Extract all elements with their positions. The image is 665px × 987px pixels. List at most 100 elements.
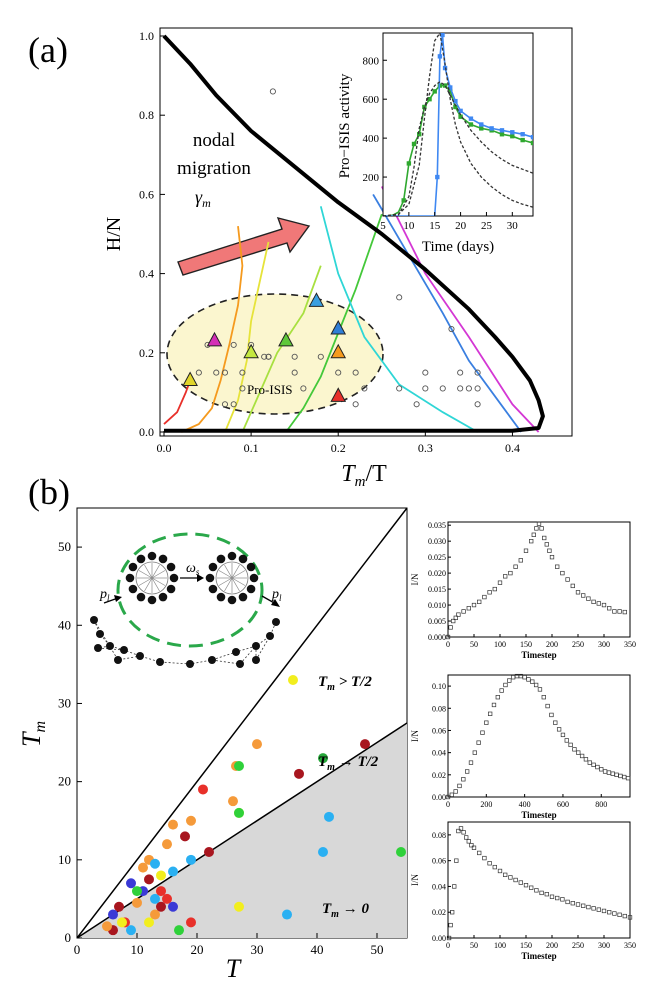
small-point (587, 760, 592, 765)
pl-label-left: pl (99, 587, 110, 603)
small-y-label: I/N (410, 730, 420, 742)
small-point (607, 606, 612, 611)
small-y-tick-label: 0.000 (428, 633, 446, 642)
data-circle (439, 385, 446, 392)
data-circle (457, 385, 464, 392)
hub-outer-node (216, 592, 226, 602)
triangle-marker (182, 371, 198, 387)
region-mid-label: Tm → T/2 (318, 754, 379, 773)
small-point (617, 609, 622, 614)
hub-outer-node (147, 551, 157, 561)
inset-point (432, 89, 437, 94)
data-circle (335, 369, 342, 376)
triangle-marker (308, 292, 325, 307)
small-point (469, 843, 474, 848)
small-x-tick-label: 350 (624, 941, 636, 950)
pl-arrowhead-left (114, 595, 122, 602)
scatter-point (102, 921, 112, 932)
x-tick-label: 0.4 (505, 441, 520, 455)
panel-b-label: (b) (28, 472, 70, 512)
chain-node (96, 630, 104, 638)
small-x-label: Timestep (521, 810, 556, 820)
small-point (539, 526, 544, 531)
small-point (549, 554, 555, 560)
pl-label-right: pl (271, 587, 282, 603)
small-point (544, 542, 549, 547)
scatter-point (180, 831, 190, 842)
hub-outer-node (125, 573, 135, 583)
chain-node (156, 658, 164, 666)
small-point (499, 688, 504, 693)
small-x-tick-label: 400 (519, 800, 531, 809)
panel-b-lines (77, 508, 407, 938)
chain-link (93, 619, 271, 665)
inset-ticks: 5 10 15 20 25 30 200 400 600 800 (363, 55, 519, 232)
small-point (591, 762, 596, 767)
inset-point (453, 104, 458, 110)
migrant-chain (90, 616, 280, 668)
small-point (464, 835, 469, 840)
hub-outer-node (166, 562, 176, 572)
hub-outer-node (216, 554, 226, 564)
small-point (565, 899, 570, 905)
data-circle (291, 369, 298, 376)
inset-point (427, 96, 432, 102)
chain-node (114, 656, 122, 664)
inset-point (458, 114, 463, 119)
small-point (570, 583, 575, 589)
inset-point (437, 54, 443, 59)
small-point (534, 526, 539, 531)
data-circle (221, 369, 229, 376)
inset-point (499, 128, 505, 133)
triangle-marker (206, 331, 223, 347)
small-point (487, 711, 493, 716)
chain-node (186, 660, 194, 668)
inset-curves (383, 33, 533, 216)
small-point (547, 548, 552, 553)
small-point (513, 877, 518, 883)
hub-edge (144, 564, 153, 579)
small-x-tick-label: 800 (595, 800, 607, 809)
data-circle (269, 88, 276, 95)
hub-ring (135, 561, 169, 595)
data-circle (474, 401, 481, 408)
x-tick-label: 0.2 (331, 441, 346, 455)
panel-a-inset: 5 10 15 20 25 30 200 400 600 800 Pro−ISIS activit… (337, 32, 534, 255)
scatter-point (114, 901, 124, 912)
data-circle (457, 369, 464, 376)
chain-node (266, 632, 274, 640)
small-point (572, 747, 577, 752)
data-circle (396, 385, 403, 392)
data-circle (230, 341, 237, 348)
small-point (575, 590, 581, 595)
small-point (491, 702, 497, 708)
hub-outer-node (147, 595, 157, 605)
small-point (508, 570, 513, 576)
chain-node (94, 644, 102, 652)
scatter-point (186, 815, 196, 826)
small-point (508, 875, 513, 880)
hub-edge (218, 570, 233, 579)
small-point (601, 908, 607, 914)
small-point (617, 912, 622, 917)
scatter-point (126, 878, 136, 889)
small-point (581, 593, 586, 598)
small-point (595, 764, 600, 770)
curve-cyan (319, 206, 479, 433)
small-point (549, 894, 555, 899)
small-plot-1: 0 50 100 150 200 250 300 350 0.000 0.005 0.010 0.01… (410, 521, 636, 660)
scatter-point (150, 893, 160, 904)
inset-point (406, 161, 412, 166)
hub-outer-node (238, 592, 248, 602)
scatter-point (117, 917, 127, 928)
data-circle (448, 325, 455, 333)
hub-edge (138, 577, 153, 586)
small-point (461, 777, 466, 782)
data-circle (422, 385, 429, 392)
inset-point (448, 89, 453, 94)
data-circle (291, 353, 298, 360)
panel-a-x-label: Tm/T (341, 461, 387, 490)
small-point (586, 904, 591, 910)
hub-edge (144, 577, 153, 592)
small-point (482, 594, 487, 600)
